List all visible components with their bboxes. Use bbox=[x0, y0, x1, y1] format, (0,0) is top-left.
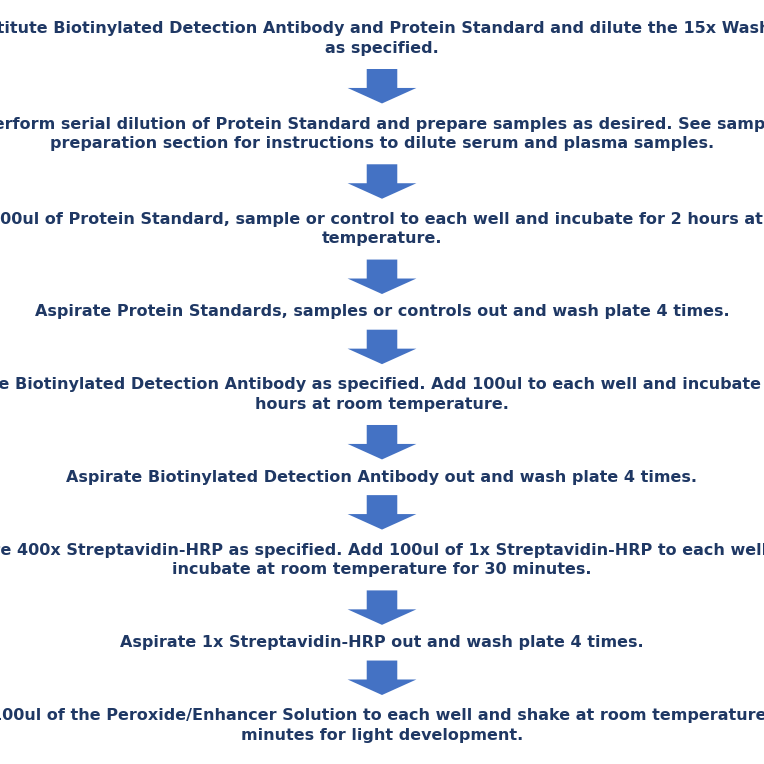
Polygon shape bbox=[348, 330, 416, 364]
Polygon shape bbox=[348, 661, 416, 695]
Polygon shape bbox=[348, 495, 416, 529]
Polygon shape bbox=[348, 260, 416, 294]
Text: Add 100ul of Protein Standard, sample or control to each well and incubate for 2: Add 100ul of Protein Standard, sample or… bbox=[0, 212, 764, 246]
Text: Add 100ul of the Peroxide/Enhancer Solution to each well and shake at room tempe: Add 100ul of the Peroxide/Enhancer Solut… bbox=[0, 708, 764, 743]
Text: Aspirate Protein Standards, samples or controls out and wash plate 4 times.: Aspirate Protein Standards, samples or c… bbox=[34, 304, 730, 319]
Text: Perform serial dilution of Protein Standard and prepare samples as desired. See : Perform serial dilution of Protein Stand… bbox=[0, 117, 764, 151]
Polygon shape bbox=[348, 164, 416, 199]
Text: Aspirate 1x Streptavidin-HRP out and wash plate 4 times.: Aspirate 1x Streptavidin-HRP out and was… bbox=[120, 635, 644, 650]
Polygon shape bbox=[348, 69, 416, 103]
Text: Reconstitute Biotinylated Detection Antibody and Protein Standard and dilute the: Reconstitute Biotinylated Detection Anti… bbox=[0, 21, 764, 56]
Text: Dilute Biotinylated Detection Antibody as specified. Add 100ul to each well and : Dilute Biotinylated Detection Antibody a… bbox=[0, 377, 764, 412]
Text: Aspirate Biotinylated Detection Antibody out and wash plate 4 times.: Aspirate Biotinylated Detection Antibody… bbox=[66, 470, 698, 485]
Polygon shape bbox=[348, 591, 416, 625]
Text: Dilute 400x Streptavidin-HRP as specified. Add 100ul of 1x Streptavidin-HRP to e: Dilute 400x Streptavidin-HRP as specifie… bbox=[0, 543, 764, 577]
Polygon shape bbox=[348, 425, 416, 459]
